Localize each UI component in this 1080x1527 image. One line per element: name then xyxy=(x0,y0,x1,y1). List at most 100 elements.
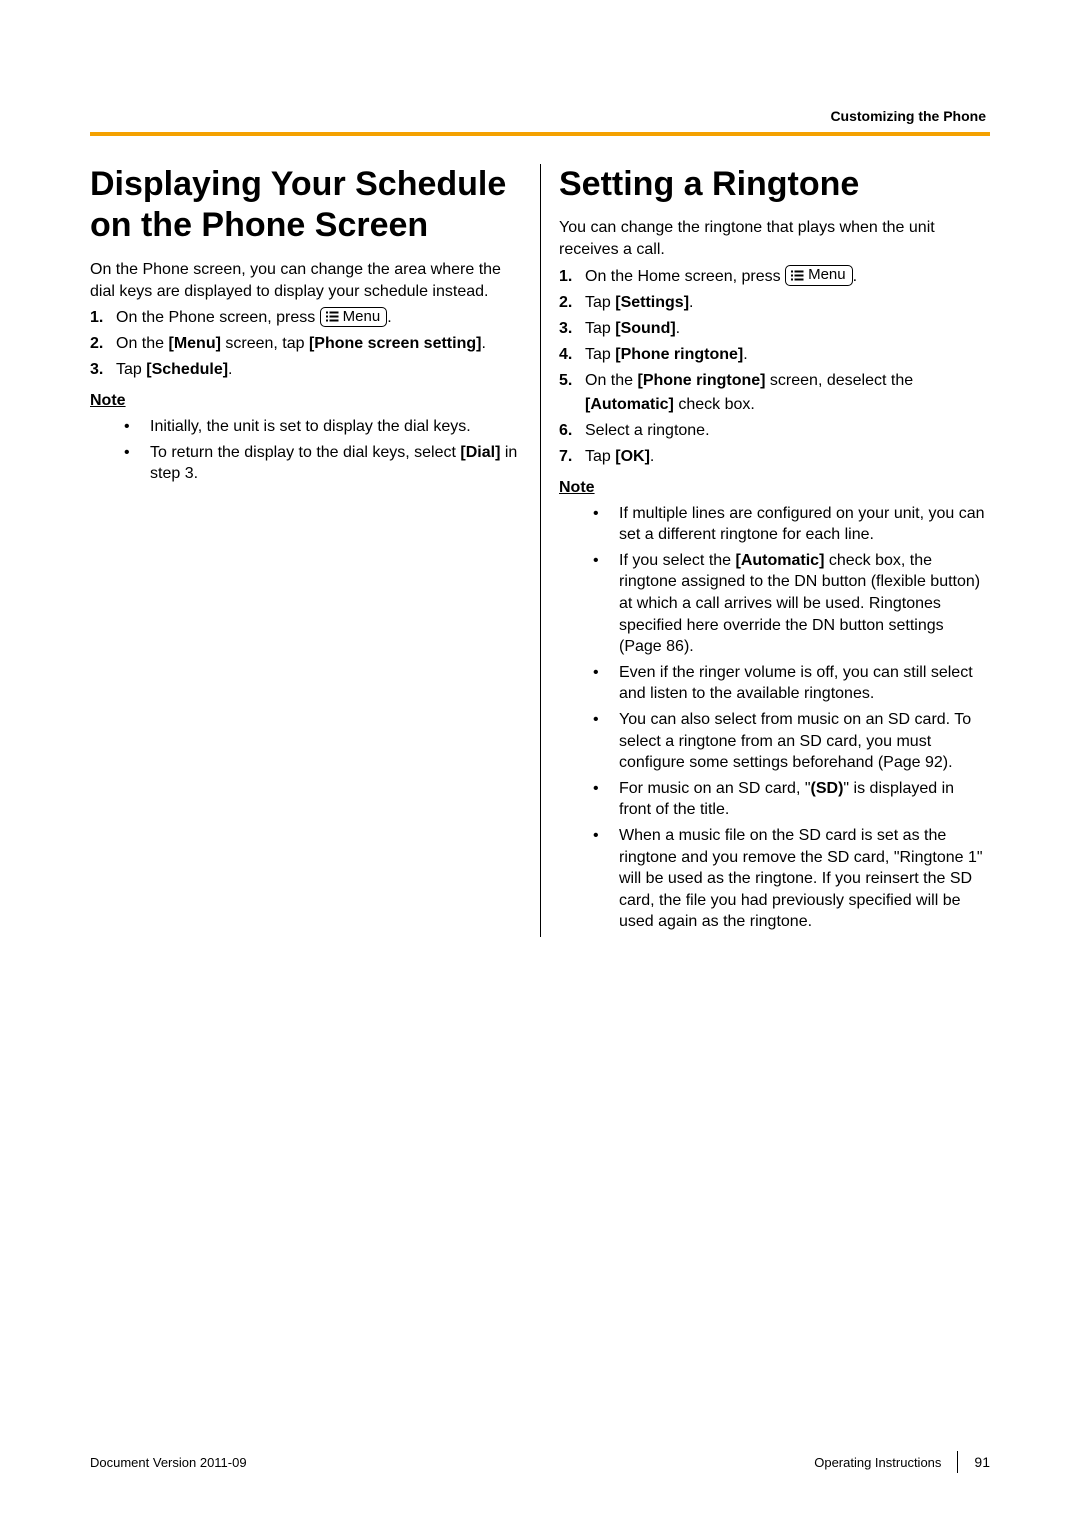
section-label: Customizing the Phone xyxy=(90,108,990,132)
note-item: For music on an SD card, "(SD)" is displ… xyxy=(593,778,990,821)
left-steps: 1. On the Phone screen, press Menu. 2. O… xyxy=(90,306,522,382)
right-note-heading: Note xyxy=(559,479,990,497)
step-number: 3. xyxy=(559,317,585,341)
header-divider xyxy=(90,132,990,136)
step-item: 3. Tap [Schedule]. xyxy=(90,358,522,382)
t: Tap xyxy=(585,294,615,311)
note-item: If you select the [Automatic] check box,… xyxy=(593,550,990,658)
t: Tap xyxy=(585,320,615,337)
step-item: 6. Select a ringtone. xyxy=(559,419,990,443)
t: . xyxy=(689,294,693,311)
step-number: 3. xyxy=(90,358,116,382)
step-item: 7. Tap [OK]. xyxy=(559,445,990,469)
step-text: Tap [OK]. xyxy=(585,445,990,469)
menu-button-label: Menu xyxy=(808,267,846,284)
t-bold: [Phone ringtone] xyxy=(637,372,765,389)
t: . xyxy=(676,320,680,337)
list-icon xyxy=(791,270,804,281)
step-item: 2. On the [Menu] screen, tap [Phone scre… xyxy=(90,332,522,356)
note-item: You can also select from music on an SD … xyxy=(593,709,990,774)
step-text-post: . xyxy=(853,268,857,285)
left-note-list: Initially, the unit is set to display th… xyxy=(90,416,522,485)
t: On the xyxy=(585,372,637,389)
page-footer: Document Version 2011-09 Operating Instr… xyxy=(90,1451,990,1473)
step-text: On the [Menu] screen, tap [Phone screen … xyxy=(116,332,522,356)
step-number: 7. xyxy=(559,445,585,469)
step-number: 2. xyxy=(559,291,585,315)
t: . xyxy=(650,448,654,465)
list-icon xyxy=(326,311,339,322)
step-item: 2. Tap [Settings]. xyxy=(559,291,990,315)
menu-button-label: Menu xyxy=(343,309,381,326)
t: screen, tap xyxy=(221,335,309,352)
t-bold: [Sound] xyxy=(615,320,675,337)
note-item: Even if the ringer volume is off, you ca… xyxy=(593,662,990,705)
left-heading: Displaying Your Schedule on the Phone Sc… xyxy=(90,164,522,247)
footer-divider xyxy=(957,1451,958,1473)
t-bold: [Menu] xyxy=(168,335,220,352)
step-text: Tap [Phone ringtone]. xyxy=(585,343,990,367)
t: On the xyxy=(116,335,168,352)
step-text: On the [Phone ringtone] screen, deselect… xyxy=(585,369,990,417)
right-steps: 1. On the Home screen, press Menu. 2. Ta… xyxy=(559,265,990,469)
t: For music on an SD card, " xyxy=(619,780,811,797)
step-item: 1. On the Home screen, press Menu. xyxy=(559,265,990,289)
note-item: Initially, the unit is set to display th… xyxy=(124,416,522,438)
t-bold: [Automatic] xyxy=(736,552,825,569)
page-header: Customizing the Phone xyxy=(90,108,990,136)
menu-button[interactable]: Menu xyxy=(785,265,853,286)
t-bold: [Phone ringtone] xyxy=(615,346,743,363)
t: Tap xyxy=(585,448,615,465)
step-item: 5. On the [Phone ringtone] screen, desel… xyxy=(559,369,990,417)
note-item: When a music file on the SD card is set … xyxy=(593,825,990,933)
step-text: Tap [Settings]. xyxy=(585,291,990,315)
step-number: 6. xyxy=(559,419,585,443)
step-text-pre: On the Phone screen, press xyxy=(116,309,320,326)
t: If you select the xyxy=(619,552,736,569)
footer-left: Document Version 2011-09 xyxy=(90,1455,247,1470)
step-number: 1. xyxy=(559,265,585,289)
step-text: On the Home screen, press Menu. xyxy=(585,265,990,289)
footer-right: Operating Instructions 91 xyxy=(814,1451,990,1473)
right-note-list: If multiple lines are configured on your… xyxy=(559,503,990,933)
step-text: Tap [Sound]. xyxy=(585,317,990,341)
t-bold: [Dial] xyxy=(460,444,500,461)
step-text-pre: On the Home screen, press xyxy=(585,268,785,285)
left-intro: On the Phone screen, you can change the … xyxy=(90,259,522,302)
step-number: 5. xyxy=(559,369,585,393)
note-item: If multiple lines are configured on your… xyxy=(593,503,990,546)
t: . xyxy=(481,335,485,352)
content-columns: Displaying Your Schedule on the Phone Sc… xyxy=(90,164,990,937)
step-text: Select a ringtone. xyxy=(585,419,990,443)
t-bold: [Phone screen setting] xyxy=(309,335,481,352)
t: screen, deselect the xyxy=(765,372,913,389)
t-bold: [Schedule] xyxy=(146,361,228,378)
step-item: 3. Tap [Sound]. xyxy=(559,317,990,341)
t-bold: (SD) xyxy=(811,780,844,797)
step-item: 1. On the Phone screen, press Menu. xyxy=(90,306,522,330)
t: To return the display to the dial keys, … xyxy=(150,444,460,461)
step-text: Tap [Schedule]. xyxy=(116,358,522,382)
t: Tap xyxy=(585,346,615,363)
t: Tap xyxy=(116,361,146,378)
note-item: To return the display to the dial keys, … xyxy=(124,442,522,485)
t-bold: [Settings] xyxy=(615,294,689,311)
t: . xyxy=(228,361,232,378)
left-column: Displaying Your Schedule on the Phone Sc… xyxy=(90,164,540,937)
left-note-heading: Note xyxy=(90,392,522,410)
t-bold: [Automatic] xyxy=(585,396,674,413)
step-number: 2. xyxy=(90,332,116,356)
footer-right-label: Operating Instructions xyxy=(814,1455,941,1470)
step-number: 1. xyxy=(90,306,116,330)
t-bold: [OK] xyxy=(615,448,650,465)
t: check box. xyxy=(674,396,755,413)
right-heading: Setting a Ringtone xyxy=(559,164,990,205)
step-text: On the Phone screen, press Menu. xyxy=(116,306,522,330)
page-number: 91 xyxy=(974,1454,990,1470)
menu-button[interactable]: Menu xyxy=(320,307,388,328)
step-text-post: . xyxy=(387,309,391,326)
t: . xyxy=(743,346,747,363)
document-page: Customizing the Phone Displaying Your Sc… xyxy=(0,0,1080,937)
right-intro: You can change the ringtone that plays w… xyxy=(559,217,990,260)
step-item: 4. Tap [Phone ringtone]. xyxy=(559,343,990,367)
